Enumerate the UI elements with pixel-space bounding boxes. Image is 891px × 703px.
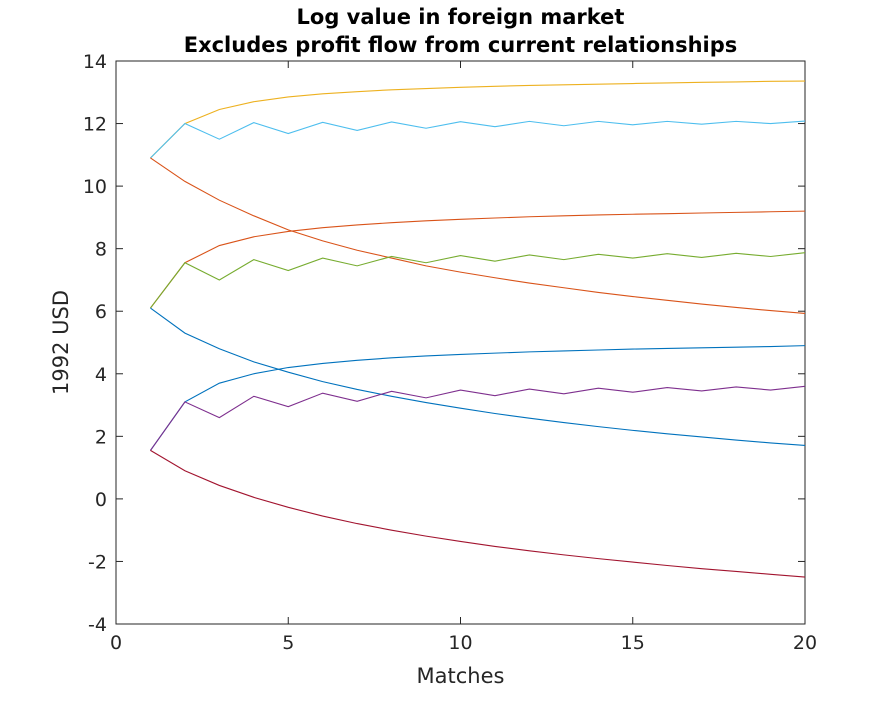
chart-title-line-1: Log value in foreign market xyxy=(297,5,625,29)
y-axis: -4 -2 0 2 4 6 8 10 12 14 xyxy=(83,51,805,636)
y-tick-label: 0 xyxy=(95,489,107,511)
y-tick-label: -4 xyxy=(88,614,107,636)
series-line-2 xyxy=(150,120,806,159)
x-tick-label: 20 xyxy=(793,632,817,654)
chart-title-line-2: Excludes profit flow from current relati… xyxy=(184,33,738,57)
y-tick-label: 14 xyxy=(83,51,107,73)
y-tick-label: 12 xyxy=(83,114,107,136)
series-line-5 xyxy=(150,252,806,309)
x-axis-label: Matches xyxy=(417,664,505,688)
y-axis-label: 1992 USD xyxy=(49,290,73,395)
y-tick-label: 10 xyxy=(83,176,107,198)
x-tick-label: 0 xyxy=(110,632,122,654)
y-tick-label: 4 xyxy=(95,364,107,386)
series-line-1 xyxy=(150,80,806,159)
y-tick-label: 6 xyxy=(95,301,107,323)
x-tick-label: 5 xyxy=(282,632,294,654)
series-line-4 xyxy=(150,210,806,309)
y-tick-label: 8 xyxy=(95,239,107,261)
x-axis: 0 5 10 15 20 xyxy=(110,61,817,654)
plot-frame xyxy=(115,60,806,625)
x-tick-label: 15 xyxy=(621,632,645,654)
series-line-7 xyxy=(150,345,806,451)
plot-area xyxy=(115,60,806,625)
series-group xyxy=(150,80,806,578)
series-line-3 xyxy=(150,157,806,314)
series-line-8 xyxy=(150,385,806,451)
series-line-6 xyxy=(150,307,806,446)
y-tick-label: -2 xyxy=(88,551,107,573)
y-tick-label: 2 xyxy=(95,426,107,448)
series-line-9 xyxy=(150,449,806,578)
x-tick-label: 10 xyxy=(448,632,472,654)
